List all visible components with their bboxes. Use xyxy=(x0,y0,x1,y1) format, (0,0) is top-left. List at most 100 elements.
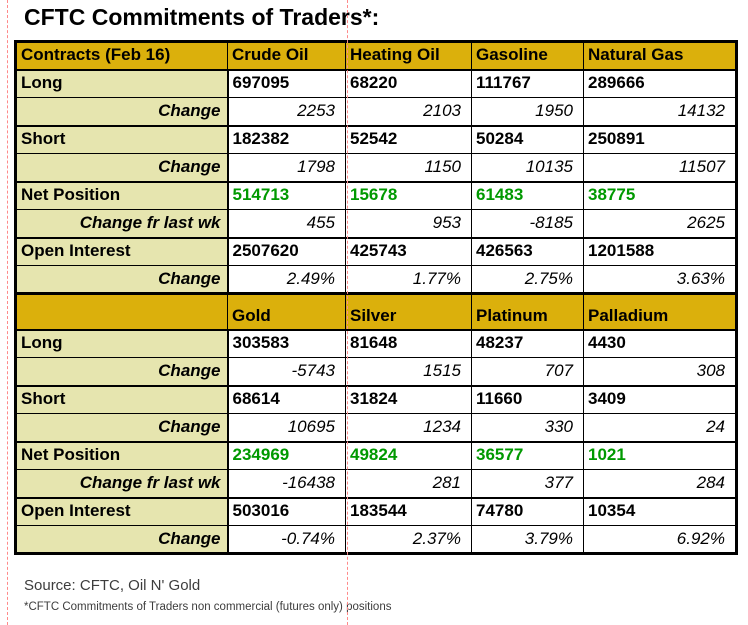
value-cell: 183544 xyxy=(345,496,472,526)
column-header: Crude Oil xyxy=(227,41,346,71)
value-cell: 1950 xyxy=(471,97,584,126)
table-row: Open Interest 503016 183544 74780 10354 xyxy=(15,496,737,526)
table-header-row: Gold Silver Platinum Palladium xyxy=(15,292,737,331)
table-row: Change 1798 1150 10135 11507 xyxy=(15,153,737,182)
value-cell: 514713 xyxy=(227,180,346,210)
column-header: Gold xyxy=(227,292,346,331)
value-cell: 455 xyxy=(227,209,346,238)
value-cell: 10135 xyxy=(471,153,584,182)
value-cell: 182382 xyxy=(227,124,346,154)
table-row: Change 2.49% 1.77% 2.75% 3.63% xyxy=(15,265,737,294)
row-label: Change xyxy=(15,153,229,182)
value-cell: 1515 xyxy=(345,357,472,386)
value-cell: 61483 xyxy=(471,180,584,210)
row-label: Open Interest xyxy=(15,236,229,266)
value-cell: 24 xyxy=(583,413,737,442)
table-row: Change fr last wk -16438 281 377 284 xyxy=(15,469,737,498)
table-row: Change fr last wk 455 953 -8185 2625 xyxy=(15,209,737,238)
row-label: Change xyxy=(15,357,229,386)
table-row: Change -5743 1515 707 308 xyxy=(15,357,737,386)
table-row: Short 182382 52542 50284 250891 xyxy=(15,124,737,154)
row-label: Change xyxy=(15,413,229,442)
row-label: Net Position xyxy=(15,440,229,470)
value-cell: 2.49% xyxy=(227,265,346,294)
value-cell: 14132 xyxy=(583,97,737,126)
row-label: Long xyxy=(15,329,229,358)
row-label: Change xyxy=(15,265,229,294)
value-cell: 2507620 xyxy=(227,236,346,266)
column-header: Heating Oil xyxy=(345,41,472,71)
cot-table: Contracts (Feb 16) Crude Oil Heating Oil… xyxy=(14,40,738,555)
row-label: Change xyxy=(15,97,229,126)
value-cell: -8185 xyxy=(471,209,584,238)
value-cell: 6.92% xyxy=(583,525,737,554)
column-header: Palladium xyxy=(583,292,737,331)
value-cell: 74780 xyxy=(471,496,584,526)
table-row: Change 2253 2103 1950 14132 xyxy=(15,97,737,126)
value-cell: 4430 xyxy=(583,329,737,358)
value-cell: 52542 xyxy=(345,124,472,154)
value-cell: 1.77% xyxy=(345,265,472,294)
value-cell: 2.75% xyxy=(471,265,584,294)
column-header: Contracts (Feb 16) xyxy=(15,41,228,71)
column-header: Natural Gas xyxy=(583,41,737,71)
row-label: Change xyxy=(15,525,229,554)
value-cell: 953 xyxy=(345,209,472,238)
table-row: Long 303583 81648 48237 4430 xyxy=(15,329,737,358)
page-break-line xyxy=(7,0,8,625)
table-row: Net Position 234969 49824 36577 1021 xyxy=(15,440,737,470)
value-cell: 31824 xyxy=(345,384,472,414)
row-label: Change fr last wk xyxy=(15,469,229,498)
value-cell: 377 xyxy=(471,469,584,498)
column-header: Gasoline xyxy=(471,41,584,71)
table-row: Short 68614 31824 11660 3409 xyxy=(15,384,737,414)
value-cell: 3.63% xyxy=(583,265,737,294)
value-cell: 10354 xyxy=(583,496,737,526)
table-row: Long 697095 68220 111767 289666 xyxy=(15,69,737,98)
column-header: Silver xyxy=(345,292,472,331)
row-label: Short xyxy=(15,124,229,154)
value-cell: 38775 xyxy=(583,180,737,210)
value-cell: 68220 xyxy=(345,69,472,98)
value-cell: 234969 xyxy=(227,440,346,470)
value-cell: 3.79% xyxy=(471,525,584,554)
value-cell: 289666 xyxy=(583,69,737,98)
value-cell: 1798 xyxy=(227,153,346,182)
value-cell: -16438 xyxy=(227,469,346,498)
value-cell: 2625 xyxy=(583,209,737,238)
value-cell: 1234 xyxy=(345,413,472,442)
value-cell: 697095 xyxy=(227,69,346,98)
value-cell: -0.74% xyxy=(227,525,346,554)
value-cell: 308 xyxy=(583,357,737,386)
value-cell: 15678 xyxy=(345,180,472,210)
table-row: Net Position 514713 15678 61483 38775 xyxy=(15,180,737,210)
page-title: CFTC Commitments of Traders*: xyxy=(24,4,380,30)
table-row: Open Interest 2507620 425743 426563 1201… xyxy=(15,236,737,266)
value-cell: -5743 xyxy=(227,357,346,386)
value-cell: 2253 xyxy=(227,97,346,126)
value-cell: 49824 xyxy=(345,440,472,470)
row-label: Change fr last wk xyxy=(15,209,229,238)
value-cell: 503016 xyxy=(227,496,346,526)
value-cell: 2.37% xyxy=(345,525,472,554)
row-label: Long xyxy=(15,69,229,98)
value-cell: 3409 xyxy=(583,384,737,414)
source-note: Source: CFTC, Oil N' Gold xyxy=(24,577,201,594)
value-cell: 284 xyxy=(583,469,737,498)
value-cell: 10695 xyxy=(227,413,346,442)
value-cell: 1201588 xyxy=(583,236,737,266)
value-cell: 11507 xyxy=(583,153,737,182)
table-row: Change -0.74% 2.37% 3.79% 6.92% xyxy=(15,525,737,554)
value-cell: 111767 xyxy=(471,69,584,98)
row-label: Short xyxy=(15,384,229,414)
value-cell: 50284 xyxy=(471,124,584,154)
value-cell: 1021 xyxy=(583,440,737,470)
footnote: *CFTC Commitments of Traders non commerc… xyxy=(24,601,392,613)
table-row: Change 10695 1234 330 24 xyxy=(15,413,737,442)
row-label: Open Interest xyxy=(15,496,229,526)
value-cell: 2103 xyxy=(345,97,472,126)
row-label: Net Position xyxy=(15,180,229,210)
value-cell: 303583 xyxy=(227,329,346,358)
value-cell: 68614 xyxy=(227,384,346,414)
value-cell: 1150 xyxy=(345,153,472,182)
